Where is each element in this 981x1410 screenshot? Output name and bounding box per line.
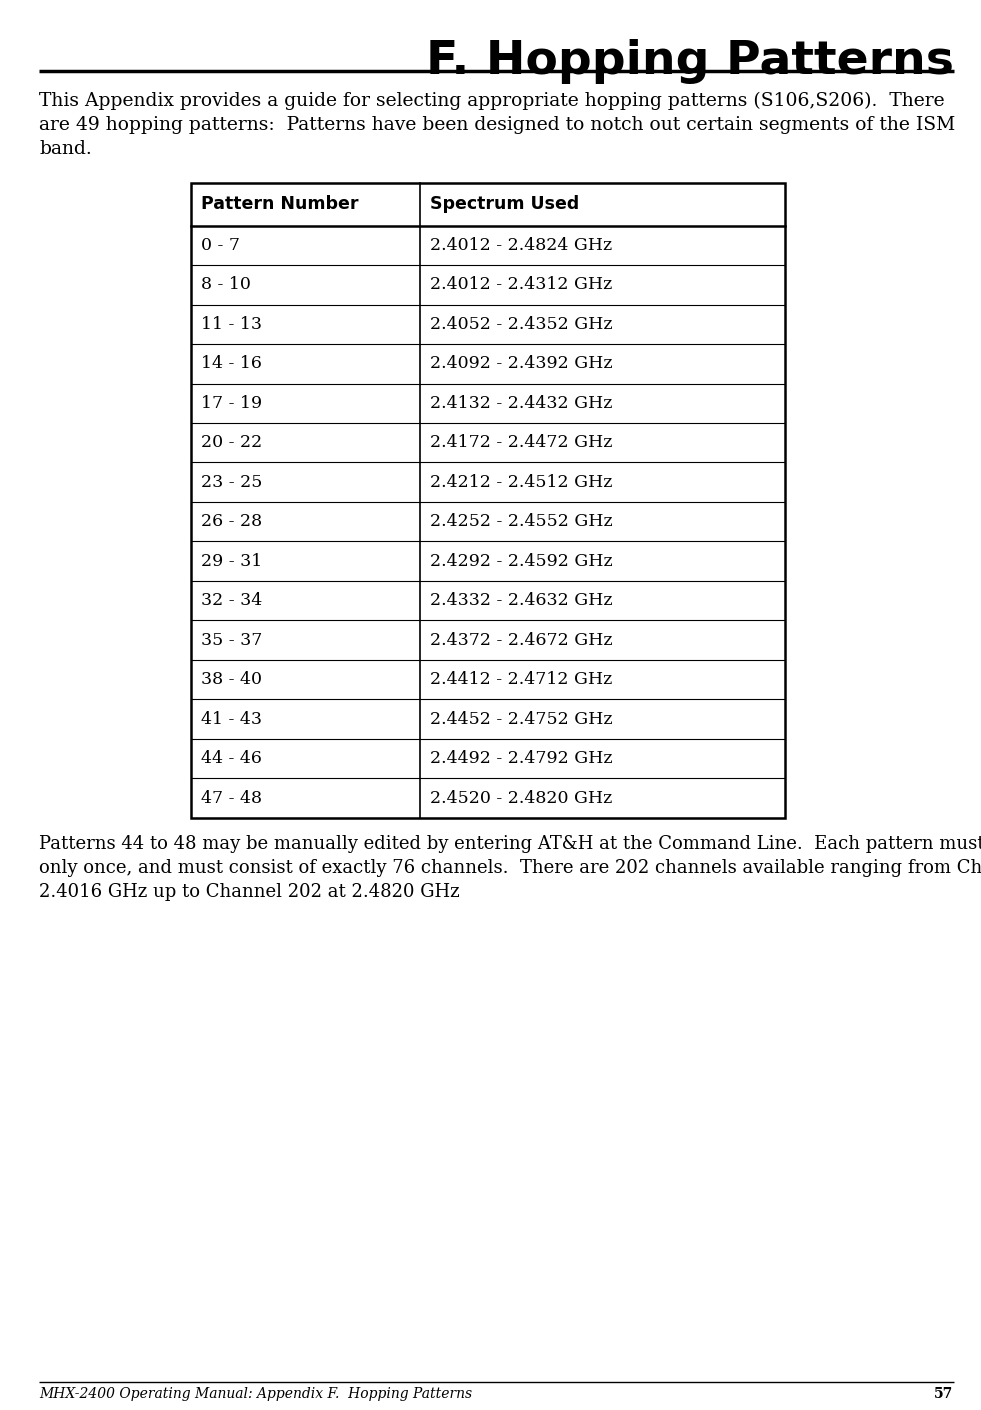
Text: 11 - 13: 11 - 13 [201, 316, 262, 333]
Text: 2.4292 - 2.4592 GHz: 2.4292 - 2.4592 GHz [430, 553, 612, 570]
Text: 47 - 48: 47 - 48 [201, 790, 262, 807]
Text: 23 - 25: 23 - 25 [201, 474, 263, 491]
Bar [191, 183, 785, 818]
Text: 2.4052 - 2.4352 GHz: 2.4052 - 2.4352 GHz [430, 316, 612, 333]
Text: 29 - 31: 29 - 31 [201, 553, 262, 570]
Text: 2.4492 - 2.4792 GHz: 2.4492 - 2.4792 GHz [430, 750, 612, 767]
Text: 32 - 34: 32 - 34 [201, 592, 262, 609]
Text: 2.4520 - 2.4820 GHz: 2.4520 - 2.4820 GHz [430, 790, 612, 807]
Text: 0 - 7: 0 - 7 [201, 237, 240, 254]
Text: Patterns 44 to 48 may be manually edited by entering AT&H at the Command Line.  : Patterns 44 to 48 may be manually edited… [39, 835, 981, 901]
Text: 35 - 37: 35 - 37 [201, 632, 263, 649]
Text: 41 - 43: 41 - 43 [201, 711, 262, 728]
Text: 20 - 22: 20 - 22 [201, 434, 262, 451]
Text: 44 - 46: 44 - 46 [201, 750, 262, 767]
Text: 2.4092 - 2.4392 GHz: 2.4092 - 2.4392 GHz [430, 355, 612, 372]
Text: F. Hopping Patterns: F. Hopping Patterns [426, 39, 954, 85]
Text: 8 - 10: 8 - 10 [201, 276, 251, 293]
Text: 2.4012 - 2.4824 GHz: 2.4012 - 2.4824 GHz [430, 237, 612, 254]
Text: 17 - 19: 17 - 19 [201, 395, 262, 412]
Text: 14 - 16: 14 - 16 [201, 355, 262, 372]
Text: 2.4332 - 2.4632 GHz: 2.4332 - 2.4632 GHz [430, 592, 612, 609]
Text: 2.4412 - 2.4712 GHz: 2.4412 - 2.4712 GHz [430, 671, 612, 688]
Text: 2.4452 - 2.4752 GHz: 2.4452 - 2.4752 GHz [430, 711, 612, 728]
Text: Spectrum Used: Spectrum Used [430, 196, 579, 213]
Text: Pattern Number: Pattern Number [201, 196, 359, 213]
Text: 2.4252 - 2.4552 GHz: 2.4252 - 2.4552 GHz [430, 513, 612, 530]
Text: 2.4132 - 2.4432 GHz: 2.4132 - 2.4432 GHz [430, 395, 612, 412]
Text: 57: 57 [934, 1387, 954, 1402]
Text: 2.4172 - 2.4472 GHz: 2.4172 - 2.4472 GHz [430, 434, 612, 451]
Text: MHX-2400 Operating Manual: Appendix F.  Hopping Patterns: MHX-2400 Operating Manual: Appendix F. H… [39, 1387, 473, 1402]
Text: 2.4212 - 2.4512 GHz: 2.4212 - 2.4512 GHz [430, 474, 612, 491]
Text: 26 - 28: 26 - 28 [201, 513, 262, 530]
Text: This Appendix provides a guide for selecting appropriate hopping patterns (S106,: This Appendix provides a guide for selec… [39, 92, 955, 158]
Text: 38 - 40: 38 - 40 [201, 671, 262, 688]
Text: 2.4012 - 2.4312 GHz: 2.4012 - 2.4312 GHz [430, 276, 612, 293]
Text: 2.4372 - 2.4672 GHz: 2.4372 - 2.4672 GHz [430, 632, 612, 649]
